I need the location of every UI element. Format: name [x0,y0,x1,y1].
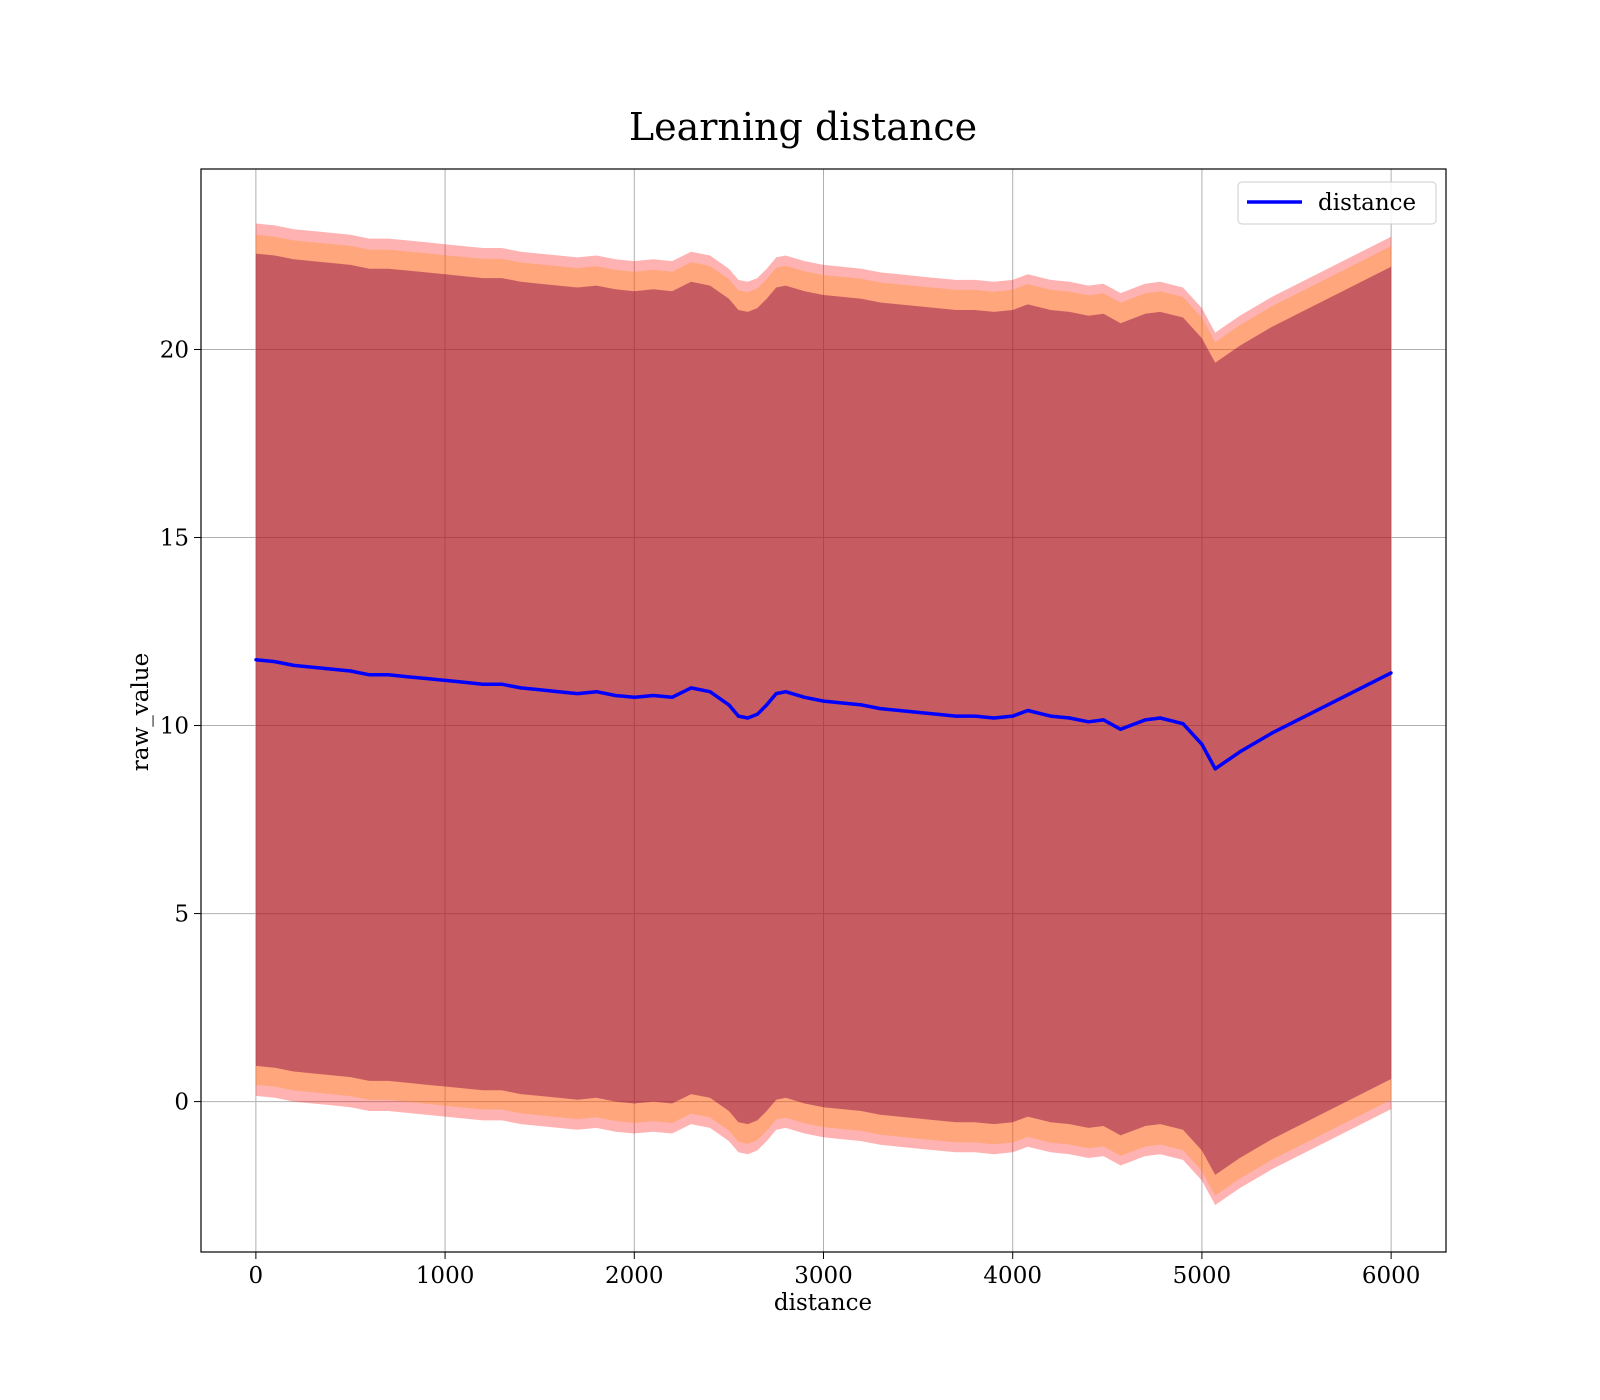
band-layer [255,223,1392,1205]
data-point [462,680,466,684]
data-point [1143,718,1147,722]
data-point [594,690,599,694]
data-point [538,688,542,692]
data-point [689,686,693,690]
data-point [1270,731,1274,735]
data-point [311,665,315,669]
data-point [1238,750,1242,754]
data-point [575,692,580,696]
data-point [405,675,409,679]
x-tick-label: 0 [249,1263,264,1289]
x-tick-label: 5000 [1173,1263,1232,1289]
data-point [878,707,882,711]
data-point [348,669,353,673]
data-point [273,660,277,664]
line-layer [254,657,1393,771]
data-point [1181,722,1185,726]
data-point [651,693,655,698]
data-point [859,703,863,707]
data-point [727,703,731,707]
data-point [367,673,371,677]
data-point [330,667,334,671]
x-tick-label: 3000 [794,1263,853,1289]
legend-label: distance [1318,190,1416,216]
data-point [1026,708,1030,713]
data-point [481,682,485,686]
y-tick-label: 10 [160,714,189,740]
data-point [916,710,920,715]
data-point [1067,716,1072,720]
data-point [803,695,807,699]
data-point [755,712,759,716]
y-tick-label: 0 [174,1090,189,1116]
data-point [897,708,901,713]
data-point [557,690,561,694]
data-point [443,678,447,683]
data-point [292,663,296,668]
x-tick-label: 4000 [983,1263,1042,1289]
data-point [840,701,845,705]
data-point [1049,714,1053,718]
data-point [670,695,674,699]
grid [201,169,1446,1252]
data-point [1011,714,1015,718]
data-point [992,716,996,720]
data-point [424,676,428,681]
y-tick-label: 15 [160,526,189,552]
legend: distance [1237,181,1437,225]
data-point [736,714,741,718]
data-point [1389,671,1393,675]
data-point [1101,718,1106,722]
data-point [774,692,778,696]
data-point [935,712,939,716]
data-point [746,716,750,720]
data-point [765,703,769,707]
data-point [708,690,712,694]
y-axis-label: raw_value [128,653,154,771]
x-axis-label: distance [774,1290,872,1316]
data-point [386,673,390,677]
data-point [1213,767,1217,771]
y-tick-label: 5 [174,902,189,928]
chart-title: Learning distance [629,105,977,149]
legend-box [1237,181,1437,225]
confidence-band-3 [255,253,1392,1175]
data-point [1119,727,1123,731]
x-tick-label: 6000 [1362,1263,1421,1289]
x-tick-label: 2000 [605,1263,664,1289]
data-point [973,714,977,718]
data-point [519,686,523,690]
data-point [632,695,636,699]
data-point [254,658,258,662]
series-line-distance [255,657,1392,771]
data-point [1200,742,1204,746]
data-point [500,682,504,686]
data-point [784,690,788,694]
data-point [1158,716,1162,720]
confidence-band-1 [255,223,1392,1205]
data-point [613,693,618,698]
confidence-band-2 [255,234,1392,1196]
data-point [1086,720,1090,724]
y-tick-label: 20 [160,338,189,364]
tick-layer: 0 1000 2000 3000 4000 5000 6000 0 5 10 15 20 [160,338,1421,1290]
data-point [954,714,958,718]
data-point [821,699,826,703]
x-tick-label: 1000 [416,1263,475,1289]
